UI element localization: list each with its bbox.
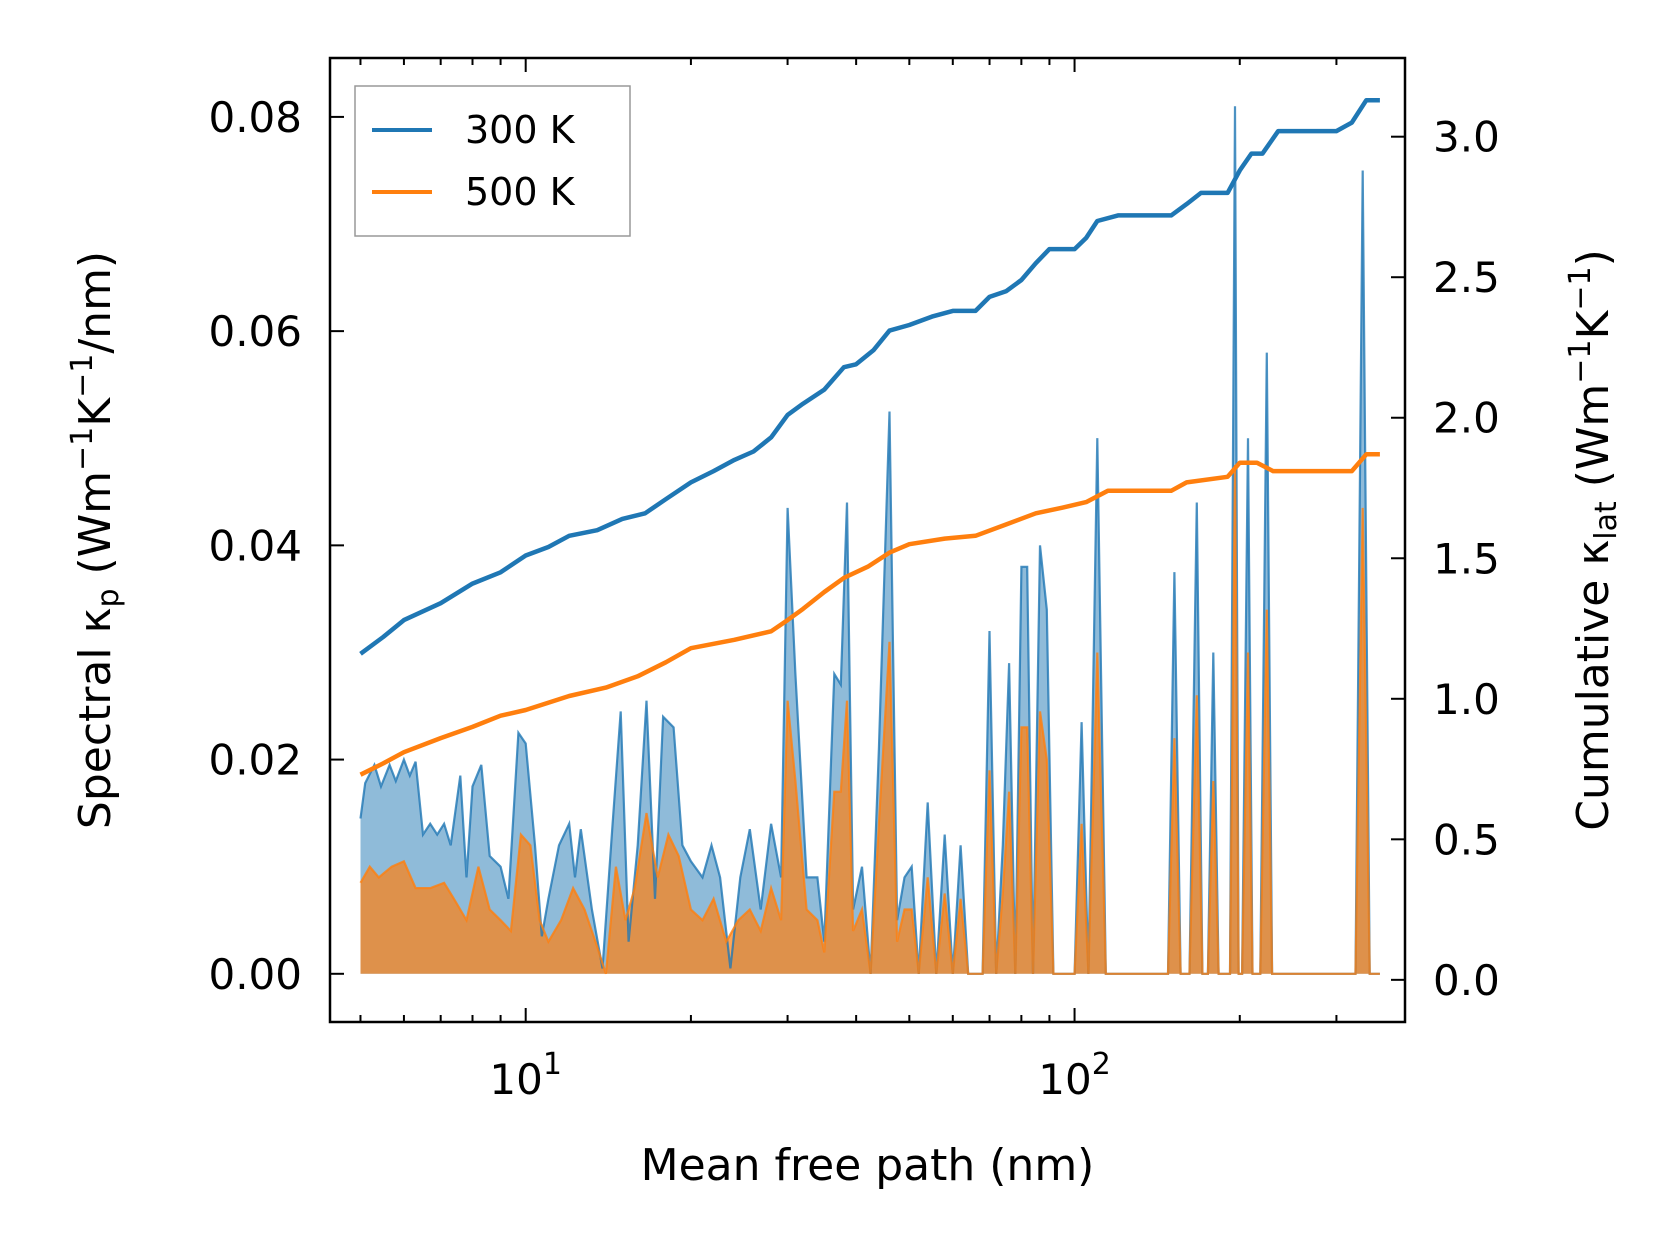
spectral-fill-500k	[360, 465, 1380, 974]
y-left-tick-label: 0.08	[208, 93, 302, 142]
y-right-tick-label: 0.5	[1433, 815, 1500, 864]
y-right-title-k: K	[1568, 309, 1619, 339]
y-left-title-sup2: −1	[65, 354, 100, 398]
cumulative-line-layer	[359, 97, 1380, 777]
y-left-tick-label: 0.04	[208, 521, 302, 570]
y-right-tick-label: 1.5	[1433, 534, 1500, 583]
legend: 300 K 500 K	[354, 85, 631, 237]
y-right-tick-label: 1.0	[1433, 675, 1500, 724]
spectral-line-300k	[359, 106, 1380, 975]
y-right-title-sub: lat	[1589, 501, 1624, 540]
y-left-tick-label: 0.02	[208, 736, 302, 785]
legend-label-300k: 300 K	[465, 108, 576, 152]
y-left-title-post: /nm)	[70, 251, 121, 354]
spectral-fill-layer	[360, 106, 1380, 974]
spectral-line-500k	[359, 464, 1380, 975]
plot-frame	[328, 56, 1407, 1024]
x-axis-title: Mean free path (nm)	[641, 1140, 1095, 1191]
y-right-title-pre: Cumulative κ	[1568, 540, 1619, 831]
y-axis-left-title: Spectral κp (Wm−1K−1/nm)	[65, 251, 126, 829]
x-tick-label: 101	[489, 1047, 562, 1104]
x-tick-label: 102	[1038, 1047, 1111, 1104]
tick-label-layer: 101 102 0.00 0.02 0.04 0.06 0.08 0.0 0.5 1.0 1.5 2.…	[208, 93, 1499, 1104]
cumulative-line-500k	[359, 452, 1380, 777]
y-right-tick-label: 3.0	[1433, 113, 1500, 162]
spectral-line-layer	[359, 106, 1380, 975]
cumulative-line-300k	[359, 97, 1380, 656]
y-left-title-k: K	[70, 397, 121, 427]
y-left-title-mid: (Wm	[70, 471, 121, 589]
y-right-title-sup2: −1	[1563, 266, 1598, 310]
y-left-title-sup1: −1	[65, 427, 100, 471]
y-right-title-sup1: −1	[1563, 339, 1598, 383]
legend-box	[354, 85, 631, 237]
tick-layer	[330, 58, 1406, 1022]
y-left-title-pre: Spectral κ	[70, 608, 121, 830]
y-right-tick-label: 2.5	[1433, 253, 1500, 302]
y-right-tick-label: 0.0	[1433, 956, 1500, 1005]
y-right-tick-label: 2.0	[1433, 394, 1500, 443]
y-left-tick-label: 0.06	[208, 307, 302, 356]
y-left-tick-label: 0.00	[208, 950, 302, 999]
spectral-fill-300k	[360, 106, 1380, 974]
legend-label-500k: 500 K	[465, 170, 576, 214]
y-axis-right-title: Cumulative κlat (Wm−1K−1)	[1563, 249, 1624, 831]
y-right-title-mid: (Wm	[1568, 384, 1619, 502]
y-left-title-sub: p	[91, 588, 126, 607]
y-right-title-post: )	[1568, 249, 1619, 266]
